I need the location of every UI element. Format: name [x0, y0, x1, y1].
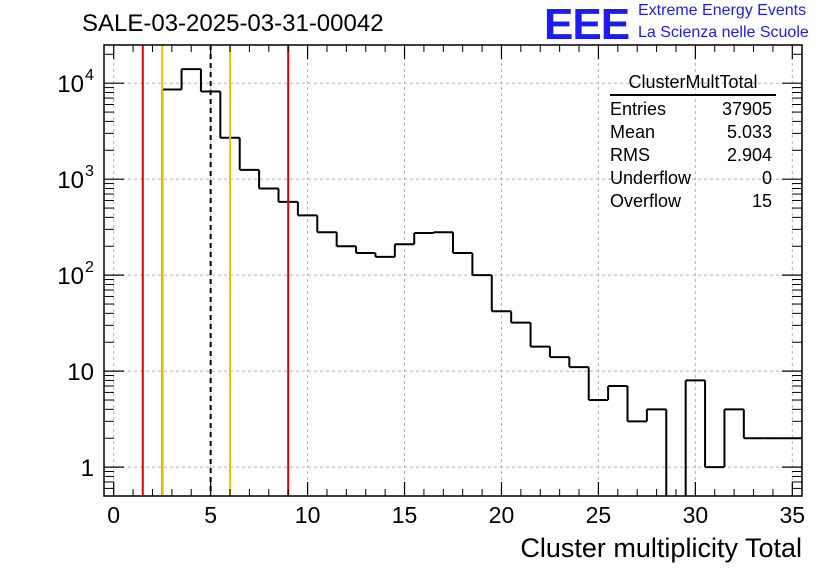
x-tick-label: 0 — [107, 502, 120, 528]
x-tick-label: 20 — [489, 502, 515, 528]
stats-row-mean: Mean 5.033 — [610, 121, 776, 144]
x-tick-label: 10 — [295, 502, 321, 528]
y-tick-label: 1 — [81, 455, 94, 482]
x-tick-label: 5 — [204, 502, 217, 528]
y-tick-exponent: 4 — [85, 67, 94, 84]
stats-box: ClusterMultTotal Entries 37905 Mean 5.03… — [610, 72, 776, 213]
stats-title: ClusterMultTotal — [610, 72, 776, 96]
y-tick-label: 10 — [57, 71, 84, 98]
eee-logo-line1: Extreme Energy Events — [638, 2, 807, 19]
eee-logo-line2: La Scienza nelle Scuole — [638, 24, 809, 41]
x-axis-title: Cluster multiplicity Total — [520, 533, 802, 563]
stats-row-rms: RMS 2.904 — [610, 144, 776, 167]
grid — [104, 45, 802, 496]
stats-label: Overflow — [610, 191, 682, 211]
y-tick-label: 10 — [57, 263, 84, 290]
x-tick-label: 30 — [683, 502, 709, 528]
stats-row-entries: Entries 37905 — [610, 98, 776, 121]
stats-label: Entries — [610, 99, 667, 119]
stats-value: 37905 — [721, 99, 772, 119]
y-tick-label: 10 — [57, 167, 84, 194]
stats-row-underflow: Underflow 0 — [610, 167, 776, 190]
stats-value: 15 — [751, 191, 772, 211]
stats-value: 0 — [761, 168, 772, 188]
x-tick-label: 15 — [392, 502, 418, 528]
reference-lines — [141, 45, 290, 496]
y-tick-label: 10 — [67, 359, 94, 386]
stats-row-overflow: Overflow 15 — [610, 190, 776, 213]
stats-value: 5.033 — [726, 122, 772, 142]
y-tick-exponent: 3 — [85, 163, 94, 180]
x-tick-label: 35 — [780, 502, 806, 528]
stats-label: Mean — [610, 122, 656, 142]
stats-label: RMS — [610, 145, 650, 165]
run-title: SALE-03-2025-03-31-00042 — [82, 10, 384, 37]
x-tick-label: 25 — [586, 502, 612, 528]
eee-logo: EEE — [544, 0, 630, 49]
y-tick-exponent: 2 — [85, 259, 94, 276]
stats-label: Underflow — [610, 168, 692, 188]
plot-frame — [103, 44, 803, 497]
stats-value: 2.904 — [726, 145, 772, 165]
